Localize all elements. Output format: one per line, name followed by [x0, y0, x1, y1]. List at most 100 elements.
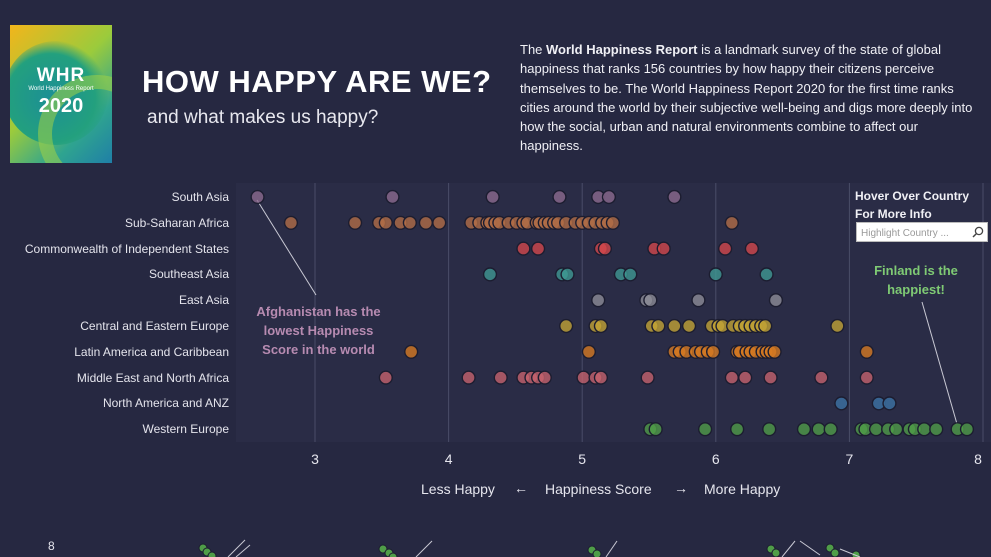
intro-lead: The: [520, 42, 547, 57]
region-label: North America and ANZ: [102, 396, 229, 411]
data-point: [882, 396, 897, 411]
next-chart-point: [851, 550, 861, 557]
data-point: [724, 370, 739, 385]
next-chart-point: [771, 548, 781, 557]
x-tick-label: 7: [845, 451, 854, 467]
data-point: [834, 396, 849, 411]
data-point: [576, 370, 591, 385]
data-point: [869, 422, 884, 437]
next-chart-point: [592, 549, 602, 557]
data-point: [651, 318, 666, 334]
data-point: [648, 422, 663, 437]
intro-report-name: World Happiness Report: [546, 42, 698, 57]
data-point: [762, 422, 777, 437]
region-label: Sub-Saharan Africa: [124, 215, 229, 230]
next-chart-point: [830, 548, 840, 557]
data-point: [482, 267, 498, 282]
next-chart-leader: [781, 540, 796, 557]
page-title: HOW HAPPY ARE WE?: [142, 64, 492, 99]
next-chart-leader: [415, 540, 433, 557]
region-label: East Asia: [178, 293, 229, 308]
data-point: [929, 422, 944, 437]
filter-label: Hover Over Country For More Info: [855, 189, 970, 221]
data-point: [718, 241, 733, 256]
data-point: [859, 344, 874, 359]
data-point: [623, 267, 638, 282]
data-point: [667, 189, 682, 205]
data-point: [767, 344, 782, 359]
data-point: [402, 215, 417, 230]
data-point: [385, 189, 400, 205]
page-subtitle: and what makes us happy?: [147, 107, 379, 128]
data-point: [560, 267, 575, 282]
data-point: [667, 318, 682, 334]
region-label: Central and Eastern Europe: [80, 319, 229, 333]
data-point: [830, 318, 845, 334]
data-point: [591, 293, 606, 308]
logo-mark: WHR: [36, 65, 86, 86]
data-point: [378, 215, 393, 230]
axis-more-happy: More Happy: [704, 481, 781, 497]
x-tick-label: 5: [578, 451, 587, 467]
data-point: [691, 293, 706, 308]
data-point: [378, 370, 393, 385]
data-point: [601, 189, 617, 205]
data-point: [859, 370, 874, 385]
data-point: [597, 241, 613, 256]
search-icon[interactable]: [972, 226, 984, 238]
data-point: [706, 344, 721, 359]
data-point: [811, 422, 826, 437]
data-point: [347, 215, 363, 230]
x-tick-label: 8: [974, 451, 982, 467]
data-point: [643, 293, 658, 308]
arrow-right-icon: →: [674, 480, 688, 496]
highlight-country-input[interactable]: [857, 224, 971, 243]
data-point: [461, 370, 476, 385]
data-point: [485, 189, 500, 205]
data-point: [744, 241, 759, 256]
annotation-lowest: Afghanistan has the lowest Happiness Sco…: [256, 304, 381, 357]
arrow-left-icon: ←: [514, 480, 528, 496]
data-point: [889, 422, 904, 437]
next-chart-leader: [605, 540, 618, 557]
data-point: [698, 422, 713, 437]
data-point: [283, 215, 299, 230]
x-tick-label: 3: [311, 451, 319, 467]
next-chart-leader: [227, 539, 246, 557]
annotation-leader-lowest: [256, 199, 317, 296]
data-point: [432, 215, 447, 230]
region-label: South Asia: [171, 190, 229, 204]
region-label: Southeast Asia: [148, 267, 229, 282]
data-point: [917, 422, 932, 437]
highlight-country-search[interactable]: [856, 222, 988, 243]
data-point: [738, 370, 753, 385]
data-point: [708, 267, 723, 282]
data-point: [681, 318, 697, 334]
annotation-highest: Finland is the happiest!: [874, 263, 958, 297]
data-point: [768, 293, 784, 308]
data-point: [730, 422, 745, 437]
logo-caption: World Happiness Report: [28, 86, 94, 92]
bottom-chart-y-tick: 8: [48, 539, 55, 553]
data-point: [605, 215, 621, 230]
region-label: Commonwealth of Independent States: [24, 241, 229, 256]
data-point: [404, 344, 419, 359]
x-tick-label: 6: [711, 451, 720, 467]
x-axis-title: Happiness Score: [545, 481, 652, 497]
next-chart-point: [388, 552, 398, 557]
data-point: [559, 318, 574, 334]
region-label: Latin America and Caribbean: [74, 344, 229, 359]
data-point: [581, 344, 596, 359]
region-label: Western Europe: [142, 422, 230, 437]
data-point: [656, 241, 671, 256]
data-point: [418, 215, 433, 230]
intro-paragraph: The World Happiness Report is a landmark…: [520, 40, 980, 156]
data-point: [814, 370, 829, 385]
data-point: [516, 241, 531, 256]
data-point: [823, 422, 838, 437]
data-point: [493, 370, 508, 385]
data-point: [250, 189, 265, 205]
region-label: Middle East and North Africa: [76, 370, 229, 385]
data-point: [759, 267, 774, 282]
data-point: [796, 422, 812, 437]
